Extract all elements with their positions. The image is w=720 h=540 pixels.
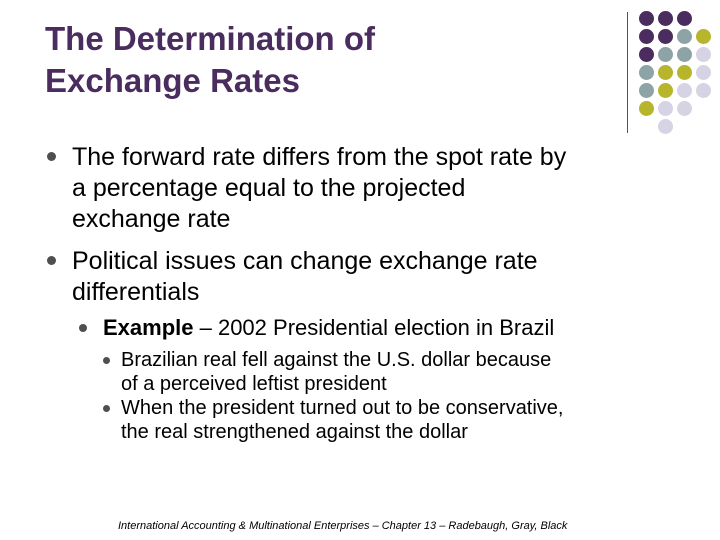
- slide-title-line-1: The Determination of: [45, 20, 376, 57]
- sub-sub-bullet-2-line-2: the real strengthened against the dollar: [121, 421, 468, 443]
- decorative-dot: [696, 29, 711, 44]
- bullet-1-line-3: exchange rate: [72, 205, 231, 233]
- decorative-dot: [658, 47, 673, 62]
- sub-sub-bullet-2: When the president turned out to be cons…: [121, 396, 696, 444]
- example-label: Example: [103, 315, 194, 340]
- decorative-dot: [658, 119, 673, 134]
- sub-sub-bullet-dot: [103, 357, 110, 364]
- decorative-dot: [639, 47, 654, 62]
- decorative-dot: [677, 83, 692, 98]
- sub-bullet-dot: [79, 324, 87, 332]
- decorative-dot: [639, 101, 654, 116]
- decorative-dot: [658, 29, 673, 44]
- sub-sub-bullet-dot: [103, 405, 110, 412]
- decorative-dot: [696, 83, 711, 98]
- title-divider: [627, 12, 628, 133]
- decorative-dot: [639, 11, 654, 26]
- decorative-dot: [639, 65, 654, 80]
- sub-sub-bullet-1-line-1: Brazilian real fell against the U.S. dol…: [121, 349, 552, 371]
- bullet-2: Political issues can change exchange rat…: [72, 246, 672, 308]
- decorative-dot: [658, 65, 673, 80]
- decorative-dot: [677, 11, 692, 26]
- bullet-1-line-2: a percentage equal to the projected: [72, 174, 466, 202]
- decorative-dot: [696, 47, 711, 62]
- decorative-dot: [658, 83, 673, 98]
- slide-footer: International Accounting & Multinational…: [118, 520, 568, 532]
- sub-sub-bullet-1-line-2: of a perceived leftist president: [121, 373, 387, 395]
- decorative-dot: [677, 47, 692, 62]
- decorative-dot: [639, 83, 654, 98]
- decorative-dot: [677, 29, 692, 44]
- bullet-dot: [47, 256, 56, 265]
- example-text: – 2002 Presidential election in Brazil: [193, 315, 555, 340]
- sub-bullet-example: Example – 2002 Presidential election in …: [103, 314, 683, 341]
- decorative-dot: [677, 101, 692, 116]
- slide-title-line-2: Exchange Rates: [45, 62, 300, 99]
- slide-title: The Determination of Exchange Rates: [45, 18, 605, 102]
- decorative-dot: [658, 101, 673, 116]
- bullet-1: The forward rate differs from the spot r…: [72, 142, 672, 235]
- sub-sub-bullet-2-line-1: When the president turned out to be cons…: [121, 397, 564, 419]
- bullet-dot: [47, 152, 56, 161]
- decorative-dot: [677, 65, 692, 80]
- decorative-dot: [696, 65, 711, 80]
- bullet-1-line-1: The forward rate differs from the spot r…: [72, 143, 567, 171]
- bullet-2-line-2: differentials: [72, 278, 200, 306]
- decorative-dot: [658, 11, 673, 26]
- bullet-2-line-1: Political issues can change exchange rat…: [72, 247, 538, 275]
- sub-sub-bullet-1: Brazilian real fell against the U.S. dol…: [121, 348, 696, 396]
- decorative-dot: [639, 29, 654, 44]
